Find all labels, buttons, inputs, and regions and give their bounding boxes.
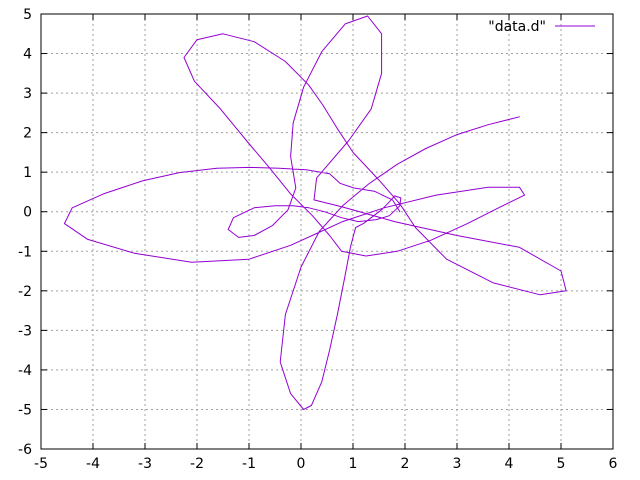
x-tick-label: -1 xyxy=(242,456,256,472)
y-tick-label: 2 xyxy=(23,126,32,142)
y-tick-label: -2 xyxy=(18,284,32,300)
x-tick-label: -3 xyxy=(138,456,152,472)
x-tick-label: 4 xyxy=(505,456,514,472)
legend-label: "data.d" xyxy=(488,19,546,35)
x-tick-label: -2 xyxy=(190,456,204,472)
y-tick-label: -3 xyxy=(18,323,32,339)
x-tick-label: 3 xyxy=(453,456,462,472)
x-tick-label: 2 xyxy=(401,456,410,472)
grid-lines xyxy=(41,14,613,449)
y-tick-label: 0 xyxy=(23,205,32,221)
plot-frame xyxy=(40,13,614,450)
x-tick-label: -5 xyxy=(34,456,48,472)
y-tick-label: 1 xyxy=(23,165,32,181)
y-tick-label: 5 xyxy=(23,7,32,23)
y-tick-label: -5 xyxy=(18,402,32,418)
y-tick-label: 4 xyxy=(23,47,32,63)
y-tick-label: 3 xyxy=(23,86,32,102)
x-tick-label: -4 xyxy=(86,456,100,472)
x-tick-label: 1 xyxy=(349,456,358,472)
legend: "data.d" xyxy=(488,19,595,35)
y-tick-label: -6 xyxy=(18,442,32,458)
y-tick-label: -1 xyxy=(18,244,32,260)
x-tick-label: 5 xyxy=(557,456,566,472)
y-tick-label: -4 xyxy=(18,363,32,379)
x-tick-label: 0 xyxy=(297,456,306,472)
x-tick-label: 6 xyxy=(609,456,618,472)
series-line-0 xyxy=(63,15,567,410)
series-layer xyxy=(63,15,567,410)
